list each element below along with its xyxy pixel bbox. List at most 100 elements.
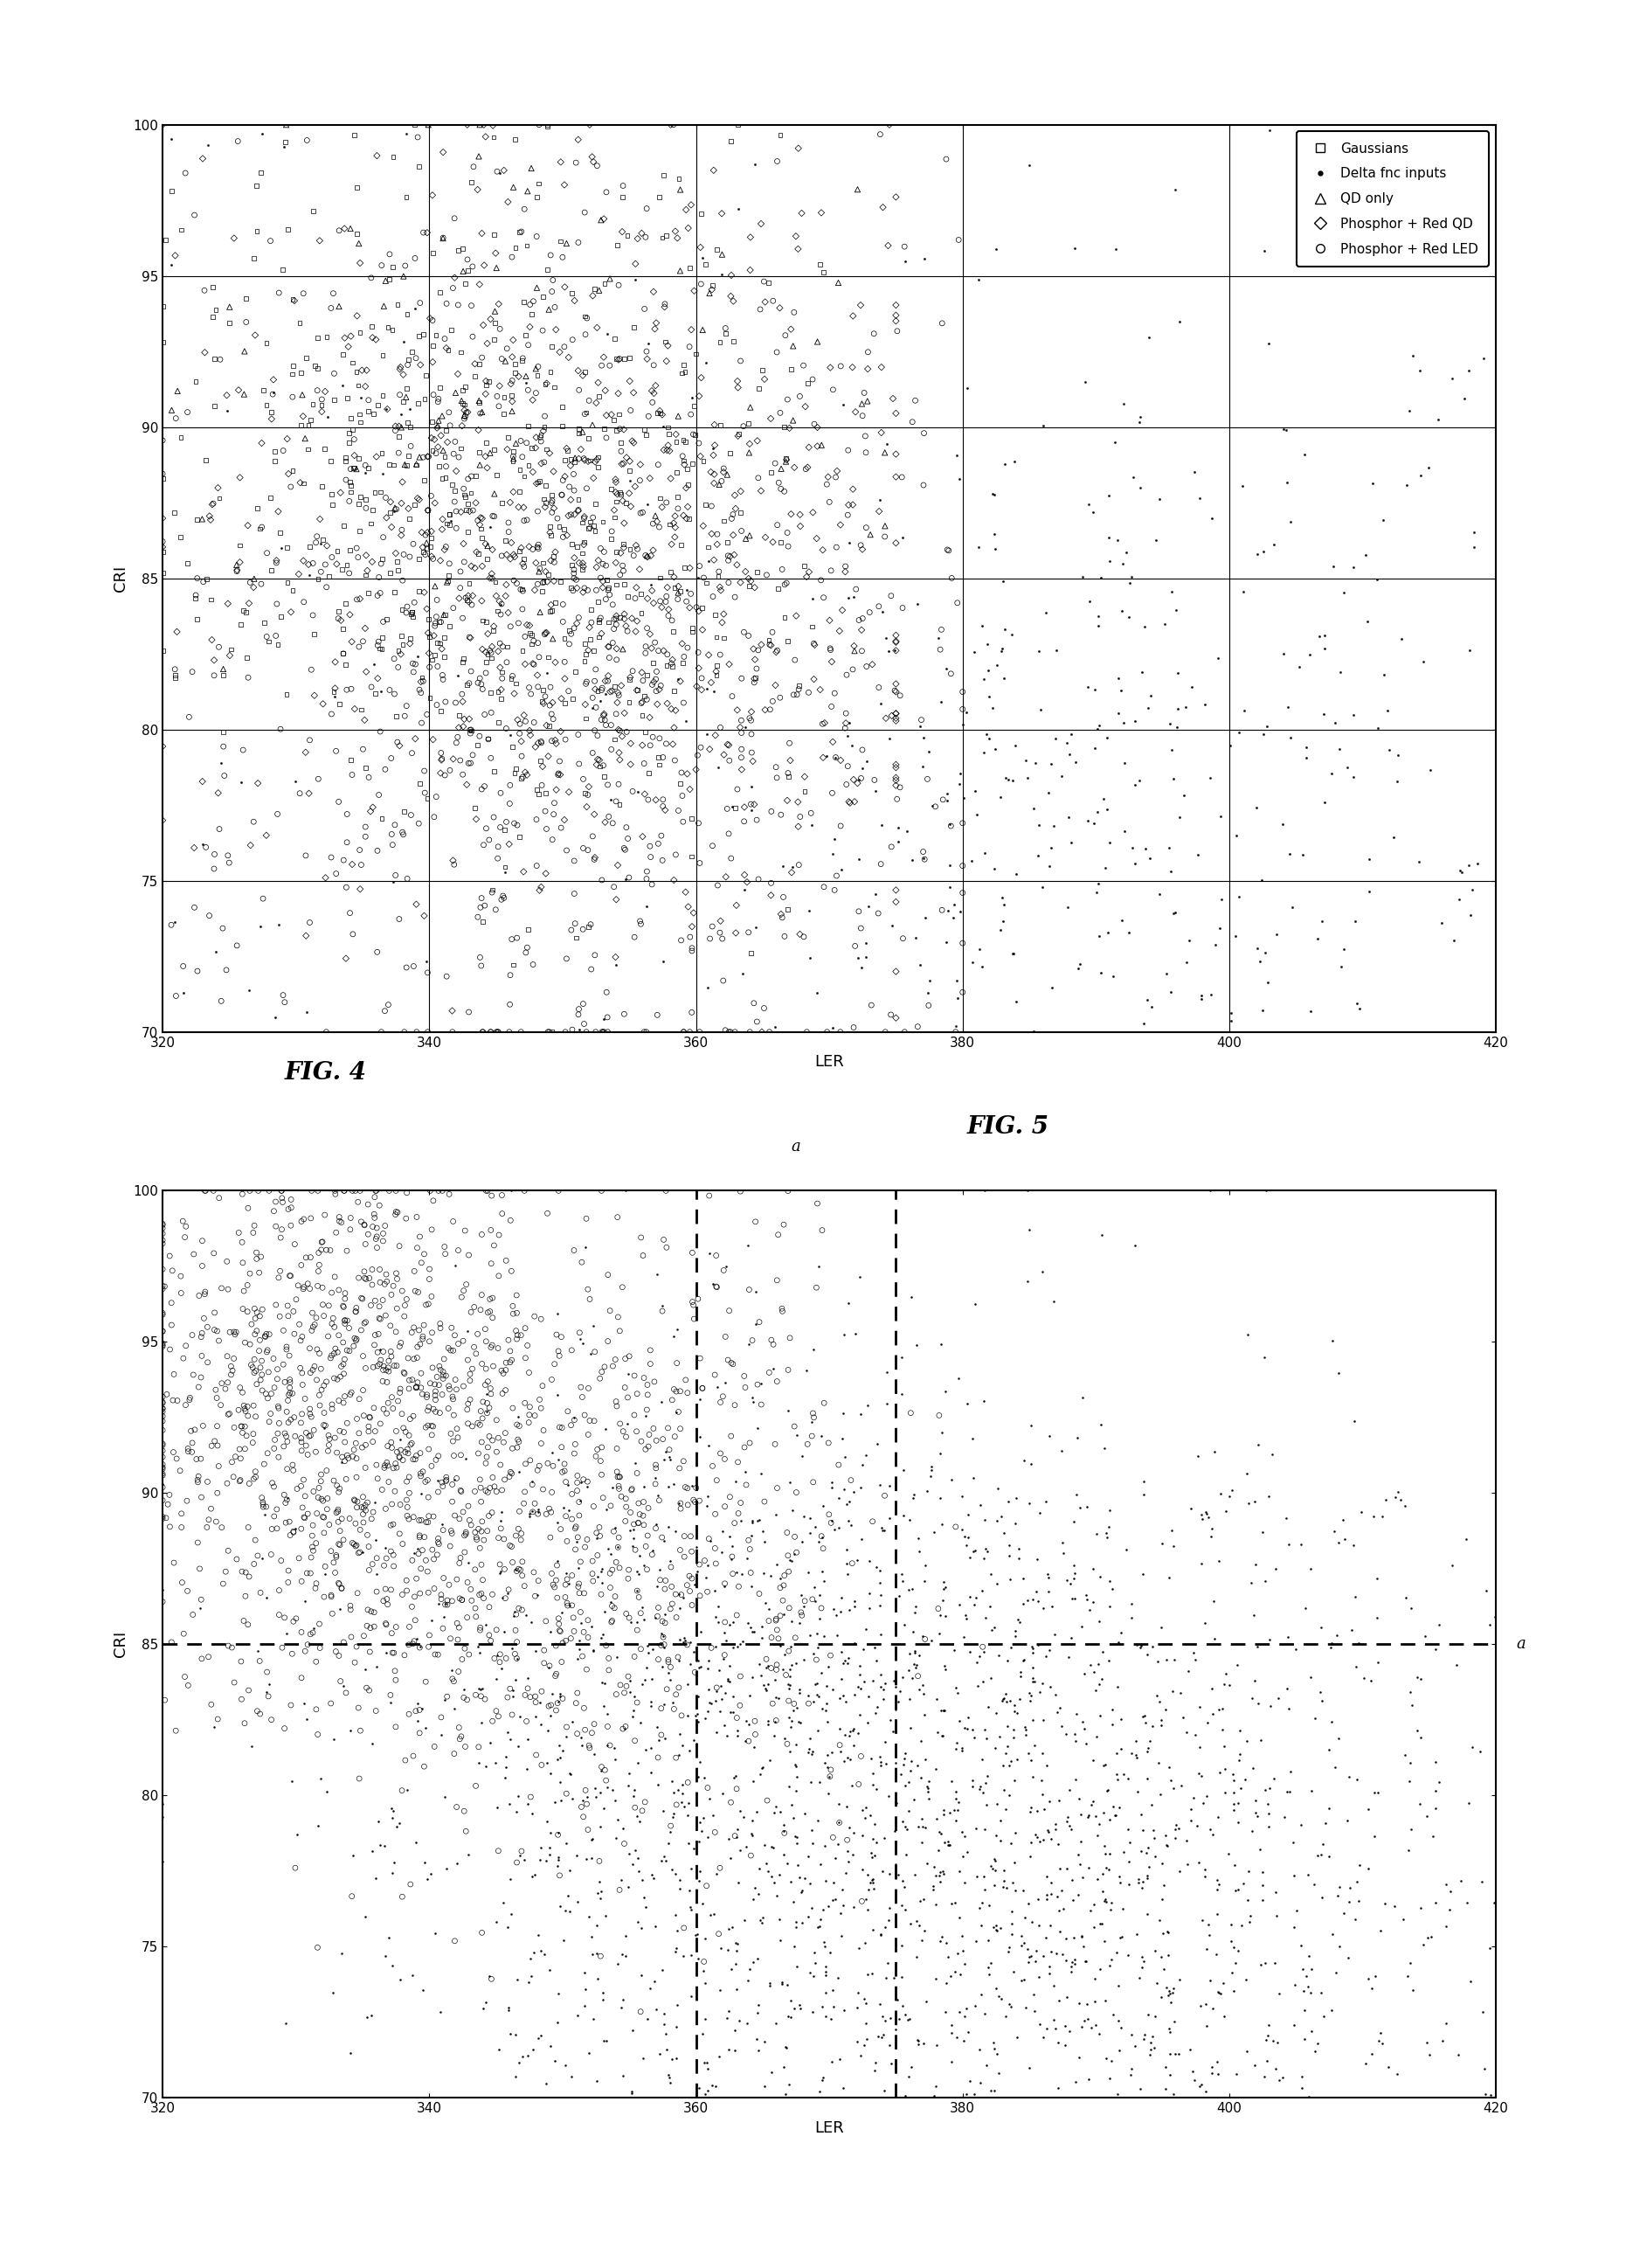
Point bbox=[514, 227, 540, 263]
Point bbox=[650, 156, 676, 193]
Point bbox=[380, 1506, 406, 1542]
Point bbox=[328, 1569, 354, 1606]
Point bbox=[546, 508, 572, 544]
Point bbox=[982, 2073, 1008, 2109]
Point bbox=[1086, 1699, 1112, 1735]
Point bbox=[657, 553, 683, 590]
Point bbox=[764, 1878, 790, 1914]
Point bbox=[483, 1402, 509, 1438]
Point bbox=[551, 1445, 577, 1481]
Point bbox=[691, 560, 717, 596]
Point bbox=[704, 1669, 730, 1706]
Point bbox=[733, 1467, 759, 1504]
Point bbox=[1247, 1830, 1273, 1867]
Point bbox=[592, 1014, 618, 1050]
Point bbox=[1002, 1014, 1028, 1050]
Point bbox=[738, 735, 764, 771]
Point bbox=[428, 1699, 454, 1735]
Point bbox=[593, 2023, 620, 2059]
Point bbox=[392, 1297, 418, 1334]
Point bbox=[806, 2080, 833, 2116]
Point bbox=[735, 560, 761, 596]
Point bbox=[686, 379, 712, 415]
Point bbox=[685, 1758, 711, 1794]
Point bbox=[1042, 1676, 1068, 1712]
Point bbox=[974, 1758, 1000, 1794]
Point bbox=[569, 413, 595, 449]
Point bbox=[473, 1445, 499, 1481]
Point bbox=[946, 1014, 972, 1050]
Point bbox=[320, 1721, 346, 1758]
Point bbox=[642, 1510, 668, 1547]
Point bbox=[241, 1461, 267, 1497]
Point bbox=[444, 510, 470, 547]
Point bbox=[379, 1789, 405, 1826]
Point bbox=[787, 1987, 813, 2023]
Point bbox=[989, 880, 1015, 916]
Point bbox=[467, 1610, 493, 1647]
Point bbox=[325, 1492, 351, 1529]
Point bbox=[971, 1871, 997, 1907]
Point bbox=[880, 1712, 906, 1749]
Point bbox=[678, 1851, 704, 1887]
Point bbox=[457, 712, 483, 748]
Point bbox=[841, 1710, 867, 1746]
Point bbox=[774, 1515, 800, 1551]
Point bbox=[380, 494, 406, 531]
Point bbox=[395, 1501, 421, 1538]
Point bbox=[707, 710, 733, 746]
Point bbox=[465, 1669, 491, 1706]
Point bbox=[374, 1363, 400, 1399]
Point bbox=[686, 592, 712, 628]
Point bbox=[511, 490, 537, 526]
Point bbox=[548, 1644, 574, 1681]
Point bbox=[528, 1746, 554, 1783]
Point bbox=[481, 1744, 507, 1780]
Point bbox=[1054, 726, 1080, 762]
Point bbox=[956, 1520, 982, 1556]
Point bbox=[616, 860, 642, 896]
Point bbox=[1234, 2032, 1260, 2068]
Point bbox=[1128, 1796, 1154, 1833]
Point bbox=[359, 1424, 385, 1461]
Point bbox=[928, 1692, 954, 1728]
Point bbox=[688, 265, 714, 302]
Point bbox=[1406, 1785, 1433, 1821]
Point bbox=[826, 612, 852, 649]
Point bbox=[854, 435, 880, 472]
Point bbox=[971, 1383, 997, 1420]
Point bbox=[670, 1442, 696, 1479]
Point bbox=[382, 1173, 408, 1209]
Point bbox=[759, 683, 785, 719]
Point bbox=[1423, 1789, 1449, 1826]
Point bbox=[306, 1173, 332, 1209]
Point bbox=[272, 984, 298, 1021]
Point bbox=[987, 1803, 1013, 1839]
Point bbox=[428, 1306, 454, 1343]
Point bbox=[367, 574, 393, 610]
Point bbox=[559, 1588, 585, 1624]
Point bbox=[361, 1327, 387, 1363]
Point bbox=[265, 1415, 291, 1452]
Point bbox=[676, 501, 702, 538]
Point bbox=[689, 1885, 715, 1921]
Point bbox=[959, 1420, 985, 1456]
Point bbox=[485, 633, 511, 669]
Point bbox=[849, 633, 875, 669]
Point bbox=[517, 1497, 543, 1533]
Point bbox=[702, 1683, 728, 1719]
Point bbox=[429, 1173, 455, 1209]
Point bbox=[728, 1486, 754, 1522]
Point bbox=[169, 1508, 195, 1545]
Point bbox=[785, 846, 811, 882]
Point bbox=[699, 1447, 725, 1483]
Point bbox=[489, 1579, 515, 1615]
Point bbox=[298, 1556, 324, 1592]
Point bbox=[784, 1474, 810, 1510]
Point bbox=[753, 1642, 779, 1678]
Point bbox=[485, 1833, 511, 1869]
Point bbox=[624, 603, 650, 640]
Point bbox=[579, 1542, 605, 1579]
Point bbox=[393, 950, 420, 987]
Point bbox=[485, 828, 511, 864]
